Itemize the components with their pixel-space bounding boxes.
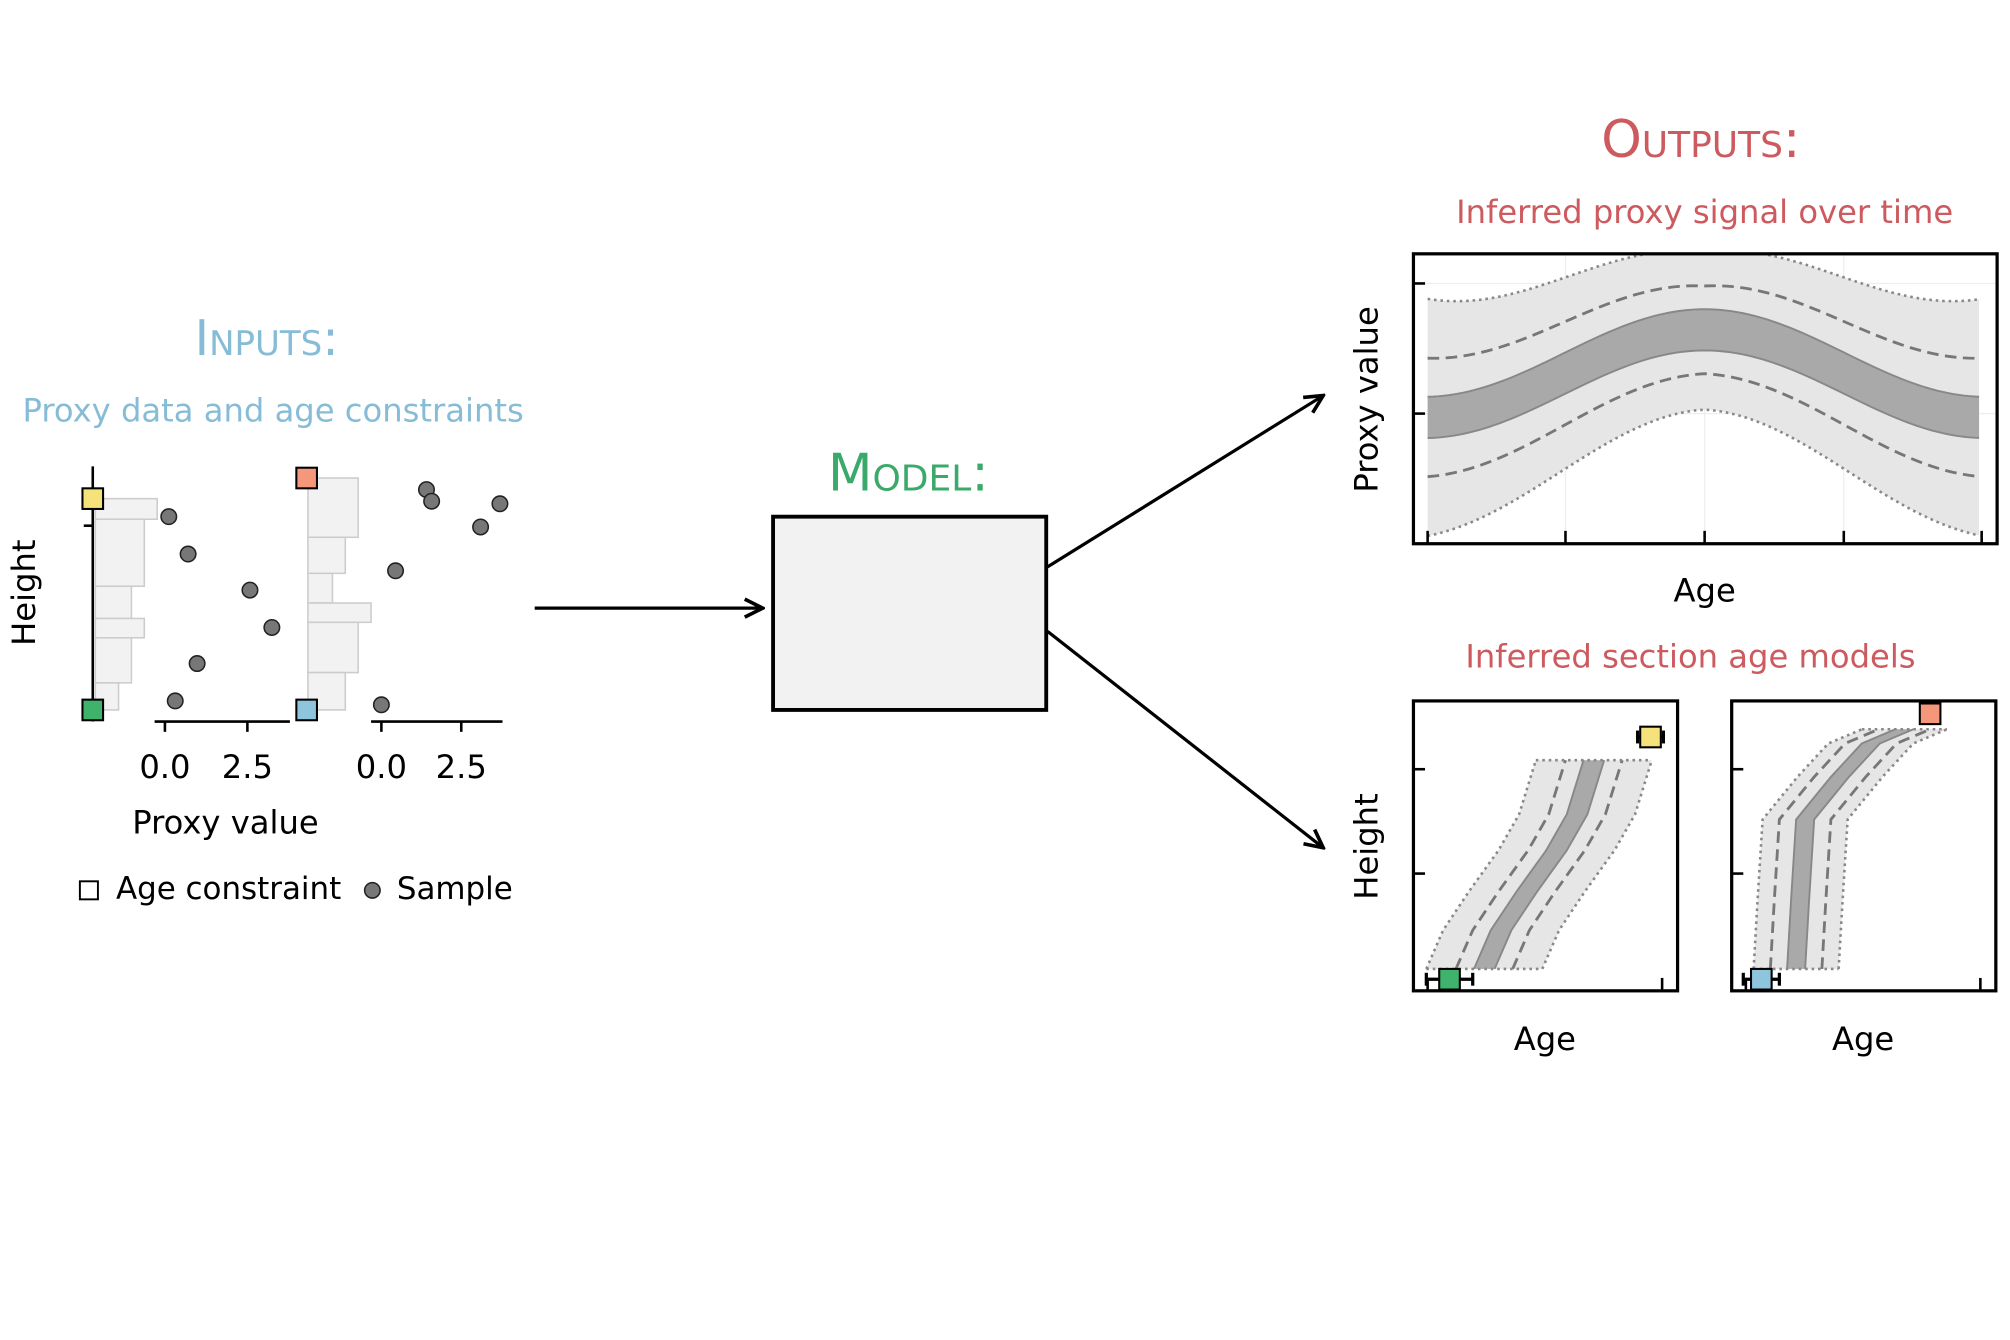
inner-bound	[1473, 759, 1585, 970]
outputs-plots	[1411, 252, 1999, 993]
x-axis-label: Age	[1514, 1020, 1576, 1058]
model-title: Model:	[828, 444, 989, 504]
age-constraint	[1749, 967, 1773, 991]
x-tick-label: 2.5	[436, 748, 487, 786]
y-axis-label: Height	[5, 539, 43, 645]
x-axis-label: Age	[1673, 572, 1735, 610]
age-model-plot	[1752, 727, 1948, 971]
age-constraint	[295, 466, 318, 490]
outer-band	[1427, 253, 1980, 536]
histogram-bar	[94, 518, 146, 588]
dashed-bound	[1427, 372, 1980, 479]
age-constraint	[1639, 725, 1662, 749]
histogram-bar	[94, 585, 133, 620]
signal-plot	[1413, 253, 1998, 544]
sample-point	[160, 508, 178, 526]
histogram-bar	[307, 621, 359, 674]
inner-bound	[1427, 308, 1980, 398]
histogram-bar	[307, 572, 334, 604]
dashed-bound	[1511, 759, 1624, 970]
dashed-bound	[1768, 727, 1880, 970]
plot-frame	[1411, 699, 1680, 993]
inner-band	[1474, 760, 1605, 969]
sample-point	[387, 562, 405, 580]
legend-square	[78, 880, 99, 901]
inner-bound	[1493, 759, 1606, 970]
legend-label: Age constraint	[116, 871, 341, 907]
sample-point	[179, 545, 197, 563]
sample-point	[166, 692, 184, 710]
age-constraint	[1438, 967, 1461, 991]
age-constraint	[1918, 702, 1942, 726]
model-box	[771, 514, 1049, 712]
histogram-bar	[94, 497, 158, 521]
age-model-plot	[1425, 758, 1654, 971]
arrow	[1046, 396, 1324, 569]
sample-point	[372, 696, 390, 714]
inputs-title: Inputs:	[195, 310, 339, 367]
x-axis-label: Age	[1832, 1020, 1894, 1058]
signal-title: Inferred proxy signal over time	[1456, 193, 1953, 231]
outer-bound	[1427, 408, 1980, 538]
inner-bound	[1804, 728, 1914, 969]
sample-point	[491, 495, 509, 513]
x-tick-label: 2.5	[222, 748, 273, 786]
dashed-bound	[1820, 727, 1931, 970]
inputs-plots	[81, 466, 509, 732]
inner-band	[1427, 309, 1980, 439]
age-constraint	[81, 698, 105, 722]
sample-point	[241, 581, 259, 599]
x-tick-label: 0.0	[139, 748, 190, 786]
inner-band	[1787, 729, 1914, 969]
age-constraint	[81, 487, 105, 510]
histogram-bar	[307, 602, 372, 624]
inputs-subtitle: Proxy data and age constraints	[23, 391, 524, 429]
dashed-bound	[1454, 759, 1567, 970]
plot-frame	[1730, 699, 1998, 993]
age-models-title: Inferred section age models	[1465, 637, 1915, 675]
arrow	[1046, 630, 1324, 847]
outer-bound	[1427, 253, 1980, 303]
histogram-bar	[94, 617, 146, 639]
dashed-bound	[1427, 284, 1980, 360]
outputs-title: Outputs:	[1601, 110, 1800, 170]
sample-point	[472, 518, 490, 536]
legend-circle	[363, 881, 381, 899]
histogram-bar	[307, 536, 347, 575]
x-tick-label: 0.0	[356, 748, 407, 786]
x-axis-label: Proxy value	[132, 804, 318, 842]
inner-bound	[1427, 349, 1980, 440]
sample-point	[423, 492, 441, 510]
sample-point	[263, 618, 281, 636]
inner-bound	[1786, 728, 1896, 969]
y-axis-label: Height	[1347, 793, 1385, 899]
sample-point	[188, 655, 206, 673]
histogram-bar	[94, 637, 133, 684]
legend-label: Sample	[397, 871, 513, 907]
age-constraint	[295, 698, 318, 722]
y-axis-label: Proxy value	[1347, 306, 1385, 492]
